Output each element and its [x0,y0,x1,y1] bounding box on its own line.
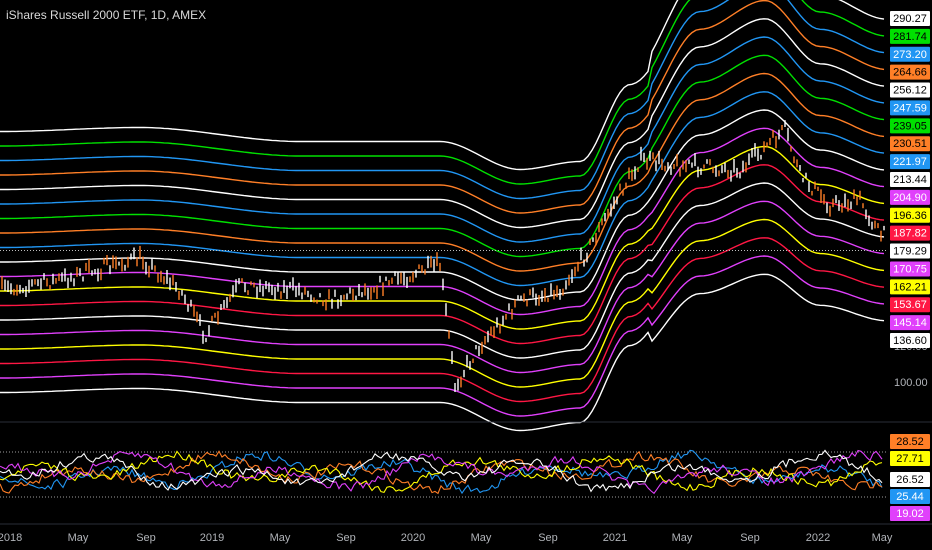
band-value-badge: 213.44 [890,171,930,187]
svg-text:273.20: 273.20 [893,49,927,61]
time-tick-label: 2022 [806,532,830,544]
band-line [0,218,885,388]
band-line [0,273,885,432]
band-value-badge: 281.74 [890,28,930,44]
svg-text:290.27: 290.27 [893,13,927,25]
svg-text:204.90: 204.90 [893,192,927,204]
band-value-badge: 204.90 [890,189,930,205]
oscillator-line [0,449,883,493]
time-tick-label: 2021 [603,532,627,544]
svg-text:179.29: 179.29 [893,246,927,258]
svg-text:264.66: 264.66 [893,67,927,79]
svg-text:153.67: 153.67 [893,299,927,311]
svg-text:281.74: 281.74 [893,31,927,43]
band-line [0,0,885,200]
band-value-badge: 273.20 [890,46,930,62]
band-line [0,0,885,185]
svg-text:145.14: 145.14 [893,317,927,329]
svg-text:221.97: 221.97 [893,156,927,168]
svg-text:187.82: 187.82 [893,228,927,240]
band-line [0,127,885,316]
oscillator-line [0,449,883,495]
band-value-badge: 136.60 [890,333,930,348]
svg-text:136.60: 136.60 [893,335,927,347]
time-tick-label: May [68,532,89,544]
svg-text:170.75: 170.75 [893,263,927,275]
band-line [0,109,885,301]
oscillator-value-badge: 28.52 [890,434,930,449]
band-value-badge: 221.97 [890,154,930,170]
svg-text:196.36: 196.36 [893,210,927,222]
oscillator-line [0,450,883,495]
band-value-badge: 170.75 [890,261,930,277]
oscillator-value-badge: 19.02 [890,506,930,521]
oscillator-value-badge: 25.44 [890,489,930,504]
time-tick-label: May [270,532,291,544]
time-tick-label: Sep [336,532,356,544]
svg-text:19.02: 19.02 [896,508,924,520]
svg-text:162.21: 162.21 [893,281,927,293]
oscillator-line [0,449,883,495]
band-value-badge: 247.59 [890,100,930,116]
band-line [0,182,885,359]
svg-text:239.05: 239.05 [893,120,927,132]
band-line [0,72,885,272]
time-tick-label: 2019 [200,532,224,544]
svg-text:213.44: 213.44 [893,174,927,186]
oscillator-value-badge: 27.71 [890,451,930,466]
time-tick-label: May [672,532,693,544]
band-value-badge: 239.05 [890,118,930,134]
band-line [0,145,885,330]
price-tick-label: 100.00 [894,377,928,389]
svg-text:25.44: 25.44 [896,491,924,503]
band-value-badge: 196.36 [890,207,930,223]
time-tick-label: May [471,532,492,544]
band-line [0,18,885,229]
svg-text:247.59: 247.59 [893,102,927,114]
time-tick-label: Sep [538,532,558,544]
band-line [0,255,885,417]
svg-text:27.71: 27.71 [896,453,924,465]
band-value-badge: 179.29 [890,243,930,259]
time-tick-label: Sep [136,532,156,544]
band-line [0,200,885,374]
time-tick-label: May [872,532,893,544]
band-value-badge: 187.82 [890,225,930,241]
oscillator-value-badge: 26.52 [890,472,930,487]
svg-text:256.12: 256.12 [893,85,927,97]
band-line [0,54,885,258]
time-tick-label: 2018 [0,532,22,544]
time-tick-label: Sep [740,532,760,544]
band-value-badge: 230.51 [890,136,930,152]
band-line [0,36,885,243]
band-value-badge: 256.12 [890,82,930,98]
band-value-badge: 162.21 [890,279,930,295]
band-value-badge: 153.67 [890,297,930,313]
band-line [0,0,885,171]
svg-text:28.52: 28.52 [896,436,924,448]
band-line [0,91,885,287]
band-value-badge: 290.27 [890,11,930,26]
band-value-badge: 145.14 [890,315,930,331]
band-line [0,0,885,214]
svg-text:230.51: 230.51 [893,138,927,150]
band-value-badge: 264.66 [890,64,930,80]
chart-title: iShares Russell 2000 ETF, 1D, AMEX [6,8,207,22]
time-tick-label: 2020 [401,532,425,544]
band-line [0,237,885,403]
svg-text:26.52: 26.52 [896,474,924,486]
